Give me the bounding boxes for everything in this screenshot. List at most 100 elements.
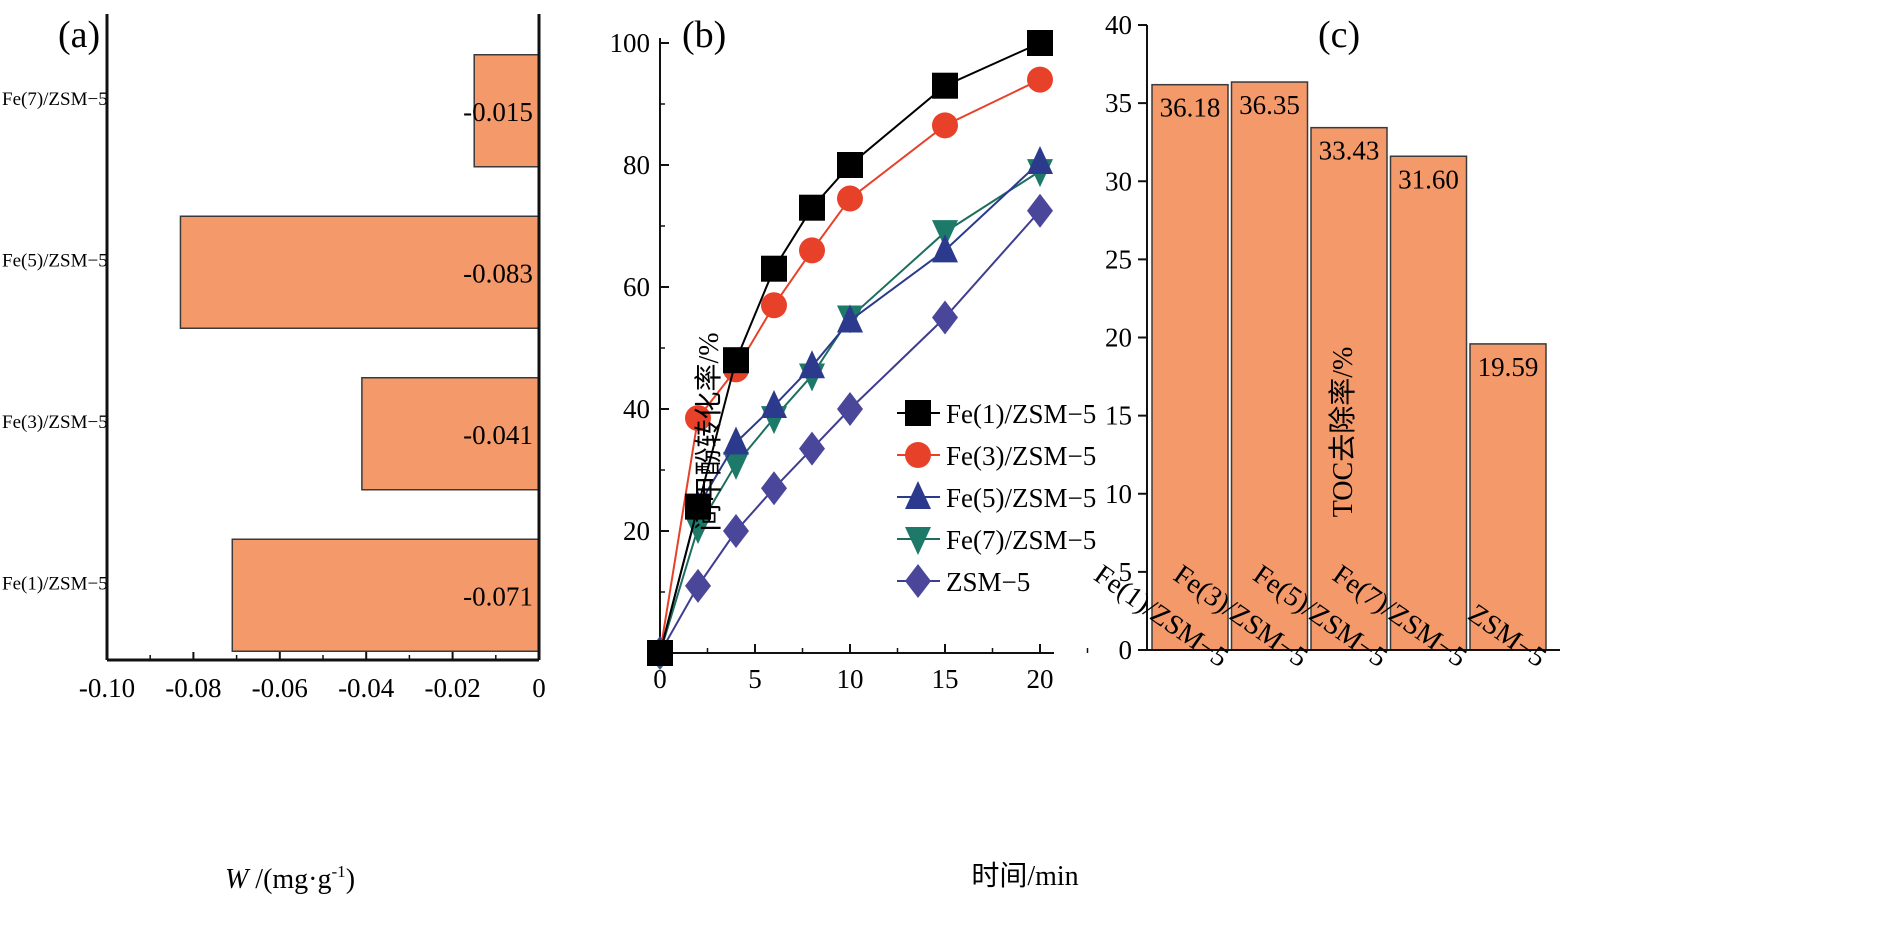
y-tick-label: 60 (623, 272, 650, 302)
y-tick-label: 30 (1105, 166, 1132, 196)
bar (1389, 155, 1468, 651)
data-label: -0.083 (463, 258, 533, 288)
data-point (1027, 66, 1053, 93)
data-point (761, 255, 787, 282)
data-point (761, 389, 787, 418)
x-tick-label: 20 (1027, 664, 1054, 694)
series-line (659, 42, 1041, 654)
x-tick-label: -0.10 (79, 673, 135, 703)
bar (179, 215, 540, 329)
legend-marker (905, 481, 931, 509)
data-point (837, 392, 863, 426)
data-point (837, 152, 863, 178)
panel-a-xlabel-close: ) (346, 864, 355, 895)
y-tick-label: 80 (623, 150, 650, 180)
legend-marker (905, 400, 931, 426)
legend-marker (905, 442, 931, 468)
data-label: -0.015 (463, 97, 533, 127)
y-tick-label: 10 (1105, 479, 1132, 509)
panel-c-chart: (c) 36.18 36.35 33.43 31.60 19.59 0 5 10 15 20 25… (1088, 10, 1560, 674)
y-tick-label: 40 (623, 394, 650, 424)
y-tick-label: 25 (1105, 244, 1132, 274)
category-label: Fe(1)/ZSM−5 (2, 573, 108, 594)
data-label: 31.60 (1398, 164, 1459, 194)
series-line (659, 210, 1041, 654)
series-0 (647, 30, 1053, 666)
data-point (761, 292, 787, 319)
y-tick-label: 100 (610, 28, 651, 58)
x-tick-label: 0 (532, 673, 546, 703)
data-label: 36.35 (1239, 90, 1300, 120)
panel-b-xlabel: 时间/min (971, 860, 1078, 892)
legend-label: Fe(5)/ZSM−5 (946, 483, 1096, 513)
y-tick-label: 20 (1105, 323, 1132, 353)
panel-b-ylabel: 间甲酚转化率/% (693, 332, 725, 531)
legend-label: ZSM−5 (946, 567, 1030, 597)
data-point (685, 568, 711, 603)
data-label: 36.18 (1160, 93, 1221, 123)
bar (231, 538, 540, 652)
panel-a-label: (a) (58, 14, 100, 56)
data-point (723, 426, 749, 455)
data-point (1027, 30, 1053, 56)
bar (1151, 83, 1229, 651)
data-point (932, 234, 958, 263)
category-label: Fe(7)/ZSM−5 (2, 89, 108, 110)
bar (1230, 81, 1309, 651)
legend-entry: Fe(3)/ZSM−5 (897, 441, 1096, 471)
data-point (1027, 145, 1053, 174)
data-point (799, 194, 825, 221)
panel-a-chart: (a) -0.015 -0.083 -0.041 -0.071 Fe(7)/ZSM−5… (2, 14, 546, 895)
panel-c-ylabel: TOC去除率/% (1327, 347, 1359, 518)
x-tick-label: 0 (653, 664, 667, 694)
x-tick-label: 5 (748, 664, 762, 694)
bar (1469, 343, 1547, 651)
legend-entry: Fe(7)/ZSM−5 (897, 525, 1096, 555)
panel-a-xlabel-symbol: W (225, 864, 251, 895)
data-label: 19.59 (1478, 352, 1539, 382)
data-point (932, 112, 958, 139)
panel-b-label: (b) (682, 14, 726, 56)
bar (361, 377, 540, 491)
data-point (723, 347, 749, 374)
data-point (837, 185, 863, 212)
legend-entry: Fe(1)/ZSM−5 (897, 399, 1096, 429)
y-tick-label: 15 (1105, 401, 1132, 431)
y-tick-label: 40 (1105, 10, 1132, 40)
data-point (1027, 193, 1053, 228)
data-point (647, 640, 673, 666)
data-point (685, 515, 711, 544)
x-tick-label: 10 (837, 664, 864, 694)
data-point (761, 471, 787, 506)
legend-label: Fe(7)/ZSM−5 (946, 525, 1096, 555)
y-tick-label: 5 (1119, 557, 1133, 587)
panel-a-xlabel-unit: /(mg·g (248, 864, 331, 895)
data-point (837, 304, 863, 333)
data-point (932, 72, 958, 99)
data-point (799, 237, 825, 264)
data-point (723, 451, 749, 480)
x-tick-label: 15 (932, 664, 959, 694)
legend-label: Fe(1)/ZSM−5 (946, 399, 1096, 429)
legend-entry: ZSM−5 (897, 564, 1030, 598)
data-point (723, 514, 749, 548)
y-tick-label: 0 (1119, 635, 1133, 665)
x-tick-label: -0.06 (252, 673, 308, 703)
legend-marker (905, 564, 931, 598)
bar (473, 54, 540, 168)
x-tick-label: -0.08 (165, 673, 221, 703)
x-tick-label: -0.04 (338, 673, 395, 703)
data-label: -0.041 (463, 420, 533, 450)
panel-b-legend: Fe(1)/ZSM−5 Fe(3)/ZSM−5 Fe(5)/ZSM−5 Fe(7)/Z… (897, 399, 1096, 598)
legend-marker (905, 527, 931, 555)
data-label: 33.43 (1319, 136, 1380, 166)
data-point (799, 350, 825, 379)
data-point (799, 431, 825, 466)
category-label: Fe(3)/ZSM−5 (2, 412, 108, 433)
y-tick-label: 35 (1105, 88, 1132, 118)
legend-label: Fe(3)/ZSM−5 (946, 441, 1096, 471)
category-label: Fe(5)/ZSM−5 (2, 250, 108, 271)
panel-c-label: (c) (1318, 14, 1360, 56)
data-point (685, 405, 711, 432)
